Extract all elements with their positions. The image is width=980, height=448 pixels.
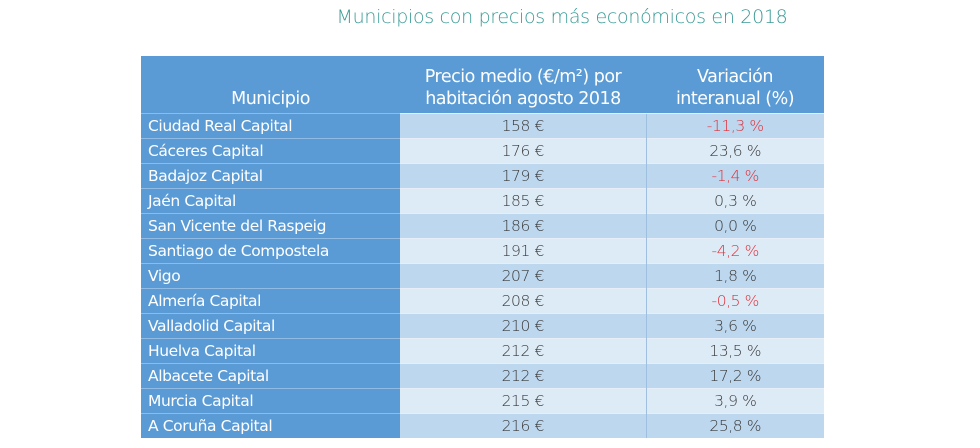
precio-cell: 185 € <box>400 188 646 214</box>
variacion-cell: 13,5 % <box>645 338 824 364</box>
table-row: Ciudad Real Capital 158 € -11,3 % <box>141 113 824 139</box>
table-row: Valladolid Capital 210 €3,6 % <box>141 313 824 339</box>
municipio-cell: Cáceres Capital <box>141 138 400 164</box>
variacion-cell: 23,6 % <box>645 138 824 164</box>
municipio-cell: Murcia Capital <box>141 388 400 414</box>
precio-cell: 158 € <box>400 113 646 139</box>
table-row: A Coruña Capital 216 €25,8 % <box>141 413 824 438</box>
page-title: Municipios con precios más económicos en… <box>336 6 788 28</box>
municipio-cell: Jaén Capital <box>141 188 400 214</box>
table-row: San Vicente del Raspeig 186 €0,0 % <box>141 213 824 239</box>
table-header-row: Municipio Precio medio (€/m²) por habitac… <box>141 56 824 114</box>
municipio-cell: Almería Capital <box>141 288 400 314</box>
precio-cell: 176 € <box>400 138 646 164</box>
table-row: Murcia Capital 215 €3,9 % <box>141 388 824 414</box>
table-row: Huelva Capital 212 €13,5 % <box>141 338 824 364</box>
variacion-cell: 17,2 % <box>645 363 824 389</box>
table-row: Albacete Capital 212 €17,2 % <box>141 363 824 389</box>
municipio-cell: Badajoz Capital <box>141 163 400 189</box>
variacion-cell: 25,8 % <box>645 413 824 438</box>
table-row: Badajoz Capital 179 € -1,4 % <box>141 163 824 189</box>
precio-cell: 215 € <box>400 388 646 414</box>
precio-cell: 179 € <box>400 163 646 189</box>
precio-cell: 207 € <box>400 263 646 289</box>
header-variacion-line2: interanual (%) <box>675 89 795 109</box>
municipio-cell: San Vicente del Raspeig <box>141 213 400 239</box>
municipio-cell: Huelva Capital <box>141 338 400 364</box>
municipio-cell: Vigo <box>141 263 400 289</box>
precio-cell: 216 € <box>400 413 646 438</box>
header-precio-line2: habitación agosto 2018 <box>425 89 621 109</box>
header-municipio: Municipio <box>141 56 400 114</box>
variacion-cell: -1,4 % <box>645 163 824 189</box>
municipio-cell: Valladolid Capital <box>141 313 400 339</box>
table-row: Vigo 207 €1,8 % <box>141 263 824 289</box>
table-body: Ciudad Real Capital 158 € -11,3 % Cáceres C… <box>141 113 824 438</box>
precio-cell: 208 € <box>400 288 646 314</box>
table-row: Santiago de Compostela 191 € -4,2 % <box>141 238 824 264</box>
precio-cell: 212 € <box>400 338 646 364</box>
variacion-cell: 3,9 % <box>645 388 824 414</box>
municipio-cell: Santiago de Compostela <box>141 238 400 264</box>
table-row: Jaén Capital 185 €0,3 % <box>141 188 824 214</box>
variacion-cell: 0,3 % <box>645 188 824 214</box>
variacion-cell: -11,3 % <box>645 113 824 139</box>
municipio-cell: Ciudad Real Capital <box>141 113 400 139</box>
variacion-cell: 3,6 % <box>645 313 824 339</box>
variacion-cell: -0,5 % <box>645 288 824 314</box>
variacion-cell: 0,0 % <box>645 213 824 239</box>
precio-cell: 191 € <box>400 238 646 264</box>
table-row: Cáceres Capital 176 €23,6 % <box>141 138 824 164</box>
municipios-table: Municipio Precio medio (€/m²) por habitac… <box>141 56 824 438</box>
variacion-cell: 1,8 % <box>645 263 824 289</box>
precio-cell: 186 € <box>400 213 646 239</box>
header-municipio-label: Municipio <box>231 89 310 109</box>
municipio-cell: A Coruña Capital <box>141 413 400 438</box>
header-precio: Precio medio (€/m²) por habitación agosto… <box>400 56 646 114</box>
municipio-cell: Albacete Capital <box>141 363 400 389</box>
header-precio-line1: Precio medio (€/m²) por <box>424 67 622 87</box>
precio-cell: 212 € <box>400 363 646 389</box>
header-variacion-line1: Variación <box>697 67 773 87</box>
variacion-cell: -4,2 % <box>645 238 824 264</box>
precio-cell: 210 € <box>400 313 646 339</box>
header-variacion: Variación interanual (%) <box>646 56 824 114</box>
table-row: Almería Capital 208 € -0,5 % <box>141 288 824 314</box>
